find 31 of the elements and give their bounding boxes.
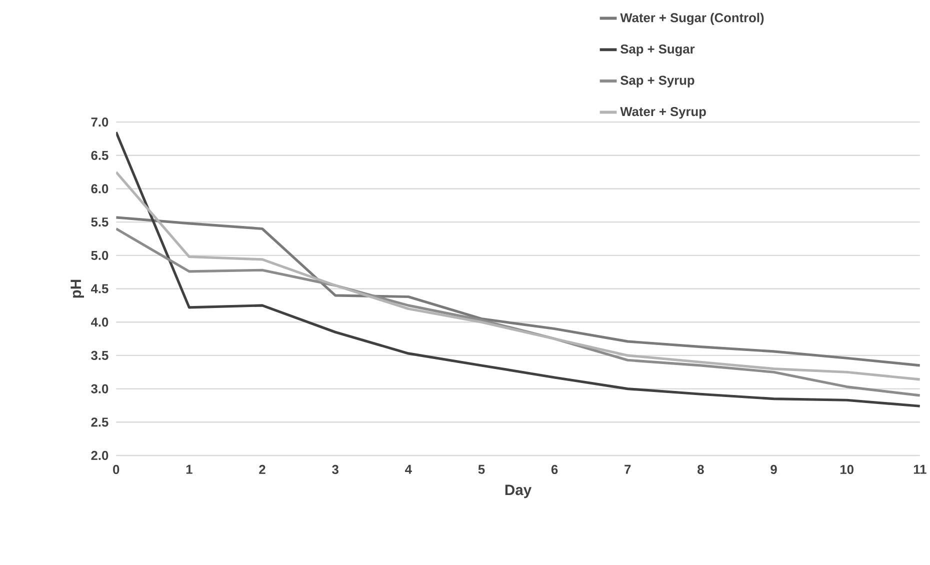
y-tick-label: 6.0 xyxy=(91,184,108,194)
x-tick-label: 11 xyxy=(914,465,926,474)
legend-label: Water + Sugar (Control) xyxy=(620,13,764,26)
x-tick-label: 4 xyxy=(405,465,412,474)
x-tick-label: 7 xyxy=(624,465,631,474)
y-axis-title: pH xyxy=(70,280,84,298)
line-series xyxy=(116,216,920,367)
x-tick-label: 2 xyxy=(259,465,266,474)
y-tick-label: 3.5 xyxy=(91,351,108,360)
line-series xyxy=(116,130,920,408)
y-tick-label: 5.0 xyxy=(91,251,108,260)
x-tick-label: 8 xyxy=(698,465,704,474)
y-tick-label: 3.0 xyxy=(91,384,108,394)
y-tick-label: 4.5 xyxy=(90,284,108,294)
y-tick-label: 6.5 xyxy=(91,151,108,160)
legend-label: Sap + Sugar xyxy=(620,44,695,56)
legend-label: Sap + Syrup xyxy=(620,76,694,88)
y-tick-label: 2.5 xyxy=(91,418,108,427)
x-tick-label: 0 xyxy=(113,465,120,474)
y-tick-label: 5.5 xyxy=(91,218,108,227)
y-tick-label: 7.0 xyxy=(91,118,108,127)
x-tick-label: 9 xyxy=(770,465,777,474)
legend-label: Water + Syrup xyxy=(620,107,706,119)
x-axis-title: Day xyxy=(505,484,532,498)
y-tick-label: 4.0 xyxy=(90,318,108,327)
x-tick-label: 1 xyxy=(186,465,192,474)
x-tick-label: 10 xyxy=(840,465,854,474)
x-tick-label: 6 xyxy=(551,465,558,474)
x-tick-label: 5 xyxy=(478,465,485,474)
x-tick-label: 3 xyxy=(332,465,338,474)
y-tick-label: 2.0 xyxy=(91,451,108,460)
